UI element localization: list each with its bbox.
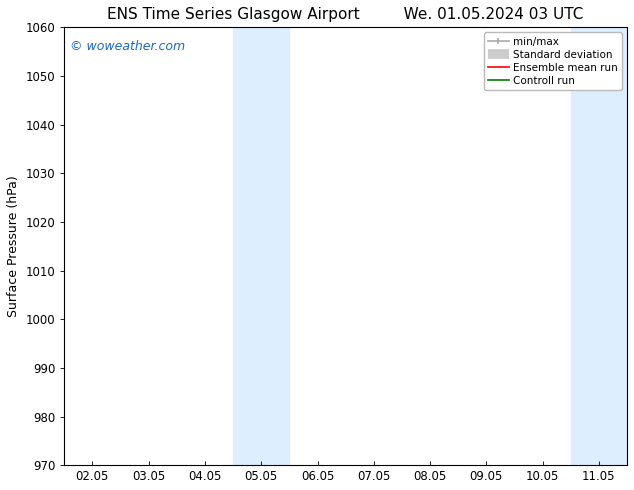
Title: ENS Time Series Glasgow Airport         We. 01.05.2024 03 UTC: ENS Time Series Glasgow Airport We. 01.0… [108,7,584,22]
Text: © woweather.com: © woweather.com [70,40,185,53]
Y-axis label: Surface Pressure (hPa): Surface Pressure (hPa) [7,175,20,317]
Legend: min/max, Standard deviation, Ensemble mean run, Controll run: min/max, Standard deviation, Ensemble me… [484,32,622,90]
Bar [233,27,289,465]
Bar [571,27,627,465]
